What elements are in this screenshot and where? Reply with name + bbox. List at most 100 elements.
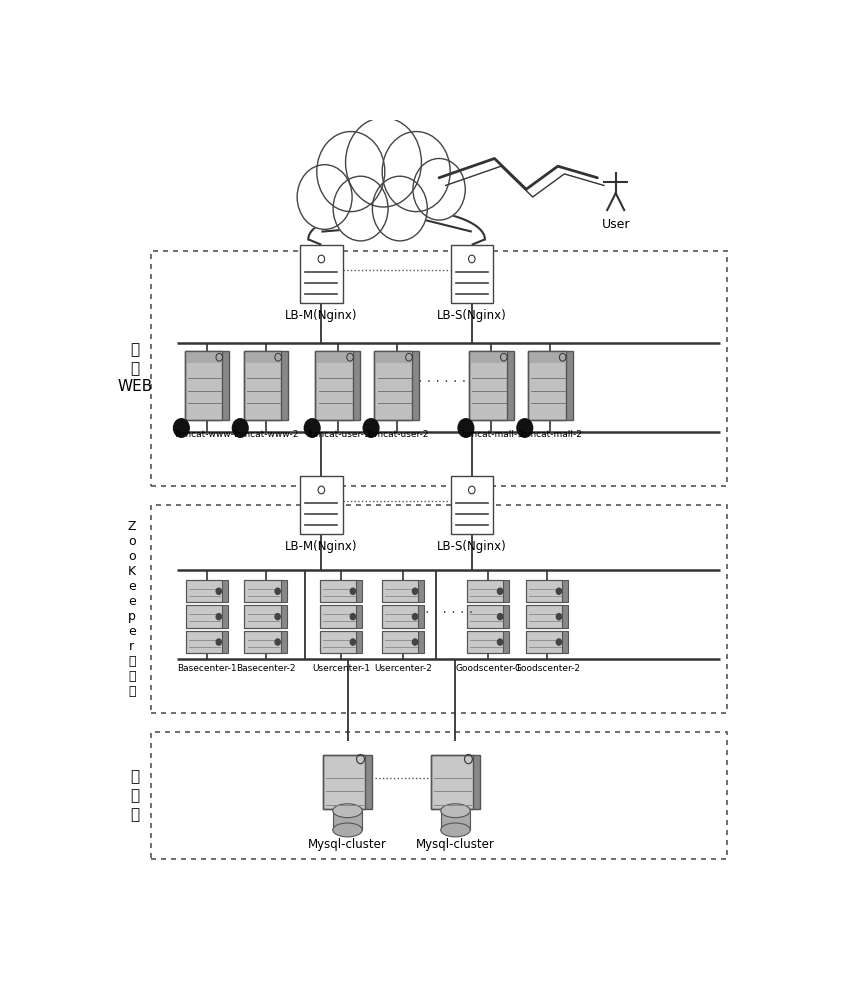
Bar — [186, 605, 222, 628]
Bar — [281, 351, 288, 420]
Bar — [526, 580, 568, 602]
Circle shape — [497, 588, 503, 594]
Bar — [375, 351, 412, 420]
Bar — [320, 631, 356, 653]
Bar — [528, 351, 572, 420]
Text: Basecenter-2: Basecenter-2 — [236, 664, 295, 673]
Circle shape — [345, 118, 421, 207]
Ellipse shape — [333, 823, 362, 837]
Text: LB-S(Nginx): LB-S(Nginx) — [437, 309, 506, 322]
Bar — [281, 580, 287, 602]
Bar — [562, 605, 568, 628]
Bar — [356, 631, 362, 653]
Bar — [245, 605, 281, 628]
Bar — [354, 351, 360, 420]
Bar — [245, 631, 287, 653]
Text: Tomcat-mall-2: Tomcat-mall-2 — [518, 430, 582, 439]
Bar — [320, 605, 356, 628]
Bar — [186, 580, 222, 602]
Bar — [381, 580, 425, 602]
Bar — [469, 351, 514, 420]
Bar — [316, 351, 354, 420]
Circle shape — [275, 639, 280, 645]
Bar — [244, 351, 288, 420]
Bar — [467, 580, 503, 602]
Text: Tomcat-user-1: Tomcat-user-1 — [306, 430, 370, 439]
Circle shape — [350, 639, 355, 645]
Bar — [320, 631, 362, 653]
Bar — [281, 631, 287, 653]
Bar — [365, 755, 372, 809]
Bar — [281, 605, 287, 628]
Circle shape — [363, 419, 379, 437]
Bar — [418, 605, 425, 628]
Circle shape — [305, 419, 320, 437]
Bar — [467, 631, 503, 653]
Bar — [418, 580, 425, 602]
Bar — [503, 580, 510, 602]
Bar — [222, 580, 228, 602]
Text: User: User — [602, 218, 630, 231]
Bar — [528, 351, 565, 420]
Bar — [431, 755, 473, 809]
Ellipse shape — [333, 804, 362, 818]
Bar — [507, 351, 514, 420]
Text: Usercenter-2: Usercenter-2 — [374, 664, 432, 673]
Bar — [451, 476, 493, 534]
Bar — [526, 631, 562, 653]
Circle shape — [216, 588, 221, 594]
Circle shape — [413, 614, 418, 620]
Circle shape — [275, 614, 280, 620]
Bar — [467, 580, 510, 602]
Bar — [467, 631, 510, 653]
Bar — [333, 811, 362, 830]
Circle shape — [372, 176, 427, 241]
Bar — [526, 605, 562, 628]
Circle shape — [413, 639, 418, 645]
Circle shape — [216, 614, 221, 620]
Text: Usercenter-1: Usercenter-1 — [312, 664, 370, 673]
Ellipse shape — [441, 804, 470, 818]
Bar — [526, 580, 562, 602]
Bar — [381, 631, 418, 653]
Ellipse shape — [441, 823, 470, 837]
Bar — [562, 631, 568, 653]
Circle shape — [333, 176, 388, 241]
Bar — [323, 755, 372, 809]
Circle shape — [232, 419, 248, 437]
Bar — [244, 351, 281, 420]
Bar — [356, 580, 362, 602]
Bar — [526, 605, 568, 628]
Bar — [467, 605, 510, 628]
Text: LB-S(Nginx): LB-S(Nginx) — [437, 540, 506, 553]
Bar — [381, 580, 418, 602]
Bar — [375, 351, 412, 363]
Bar — [222, 631, 228, 653]
Bar — [381, 605, 425, 628]
Bar — [245, 631, 281, 653]
Bar — [244, 351, 281, 363]
Text: Z
o
o
K
e
e
p
e
r
服
务
层: Z o o K e e p e r 服 务 层 — [127, 520, 136, 698]
Bar — [320, 580, 362, 602]
Bar — [316, 351, 360, 420]
Circle shape — [497, 639, 503, 645]
Circle shape — [316, 132, 385, 212]
Circle shape — [350, 614, 355, 620]
Text: · · · · · ·: · · · · · · — [419, 375, 467, 389]
Text: Tomcat-mall-1: Tomcat-mall-1 — [459, 430, 523, 439]
Text: Tomcat-www-2: Tomcat-www-2 — [232, 430, 299, 439]
Circle shape — [275, 588, 280, 594]
Bar — [300, 245, 343, 303]
Bar — [431, 755, 480, 809]
Bar — [469, 351, 507, 363]
Text: Tomcat-www-1: Tomcat-www-1 — [174, 430, 241, 439]
Circle shape — [497, 614, 503, 620]
Text: Goodscenter-2: Goodscenter-2 — [514, 664, 580, 673]
Bar — [320, 605, 362, 628]
Text: LB-M(Nginx): LB-M(Nginx) — [285, 540, 358, 553]
Bar — [323, 755, 365, 809]
Text: · · · · · ·: · · · · · · — [425, 606, 473, 620]
Bar — [245, 580, 281, 602]
Circle shape — [556, 588, 561, 594]
Bar — [245, 580, 287, 602]
